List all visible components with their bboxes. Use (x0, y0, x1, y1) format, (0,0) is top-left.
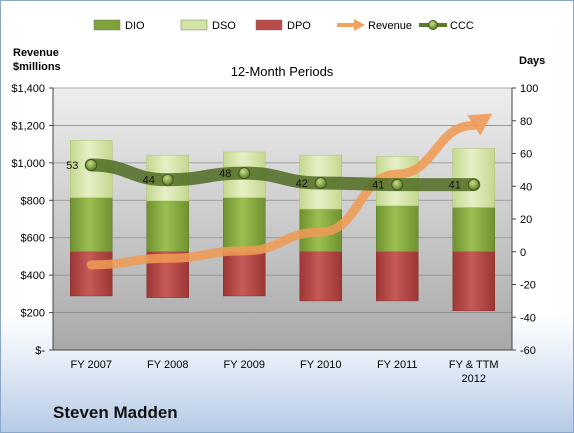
legend-swatch-dio (93, 19, 121, 31)
right-tick-label: 80 (520, 116, 532, 128)
ccc-point (161, 173, 174, 186)
company-name: Steven Madden (53, 403, 178, 422)
ccc-data-label: 44 (143, 175, 155, 187)
legend-swatch-dpo (255, 19, 283, 31)
ccc-data-label: 42 (296, 178, 308, 190)
bar-dpo (452, 251, 495, 311)
category-label: FY 2007 (71, 359, 112, 371)
bar-dio (146, 200, 189, 253)
legend-label: DIO (125, 20, 145, 32)
left-tick-label: $1,400 (11, 83, 45, 95)
revenue-line (86, 120, 479, 270)
legend-ccc-dot-icon (428, 20, 438, 30)
right-tick-label: 20 (520, 214, 532, 226)
chart-title: 12-Month Periods (231, 64, 334, 79)
legend-arrowhead-icon (354, 19, 365, 31)
ccc-point (467, 178, 480, 191)
bars (70, 140, 495, 311)
legend-label: CCC (450, 20, 474, 32)
plot-area (53, 88, 512, 350)
left-axis-title-line1: Revenue (13, 47, 59, 59)
ccc-data-label: 41 (372, 180, 384, 192)
category-label: FY & TTM (449, 359, 499, 371)
right-axis-title: Days (519, 55, 545, 67)
category-label: FY 2010 (300, 359, 341, 371)
left-tick-label: $1,000 (11, 158, 45, 170)
right-tick-label: 40 (520, 181, 532, 193)
category-label: FY 2008 (147, 359, 188, 371)
left-tick-label: $400 (21, 270, 45, 282)
right-tick-label: -40 (520, 312, 536, 324)
legend-label: DSO (212, 20, 236, 32)
legend-label: Revenue (368, 20, 412, 32)
left-axis-title-line2: $millions (13, 61, 61, 73)
left-tick-label: $600 (21, 233, 45, 245)
ccc-point (238, 167, 251, 180)
bar-dpo (70, 251, 113, 297)
ccc-line: 53 44 48 42 41 41 (66, 158, 481, 192)
ccc-point (85, 158, 98, 171)
ccc-data-label: 53 (66, 160, 78, 172)
ccc-data-label: 41 (449, 180, 461, 192)
legend-swatch-dso (180, 19, 208, 31)
bar-dpo (376, 251, 419, 302)
ccc-point (391, 178, 404, 191)
right-tick-label: -20 (520, 280, 536, 292)
revenue-arrow (86, 113, 493, 270)
category-label: FY 2011 (377, 359, 418, 371)
bar-dio (223, 197, 266, 252)
category-label: FY 2009 (224, 359, 265, 371)
legend: DIO DSO DPO Revenue CCC (93, 19, 474, 32)
left-tick-label: $1,200 (11, 120, 45, 132)
bar-dpo (223, 251, 266, 297)
left-tick-label: $- (35, 345, 45, 357)
bar-dpo (299, 251, 342, 302)
right-tick-label: 60 (520, 149, 532, 161)
right-tick-label: 0 (520, 247, 526, 259)
legend-label: DPO (287, 20, 311, 32)
left-tick-label: $200 (21, 308, 45, 320)
ccc-data-label: 48 (219, 168, 231, 180)
ccc-point (314, 176, 327, 189)
axes: $- $200 $400 $600 $800 $1,000 $1,200 $1,400 -60 -… (11, 83, 538, 385)
bar-dio (376, 205, 419, 252)
right-tick-label: -60 (520, 345, 536, 357)
bar-dio (70, 197, 113, 252)
bar-dio (452, 207, 495, 253)
right-tick-label: 100 (520, 83, 538, 95)
category-label: 2012 (462, 373, 486, 385)
revenue-arrowhead (467, 113, 493, 136)
bar-dso (452, 148, 495, 208)
left-tick-label: $800 (21, 195, 45, 207)
